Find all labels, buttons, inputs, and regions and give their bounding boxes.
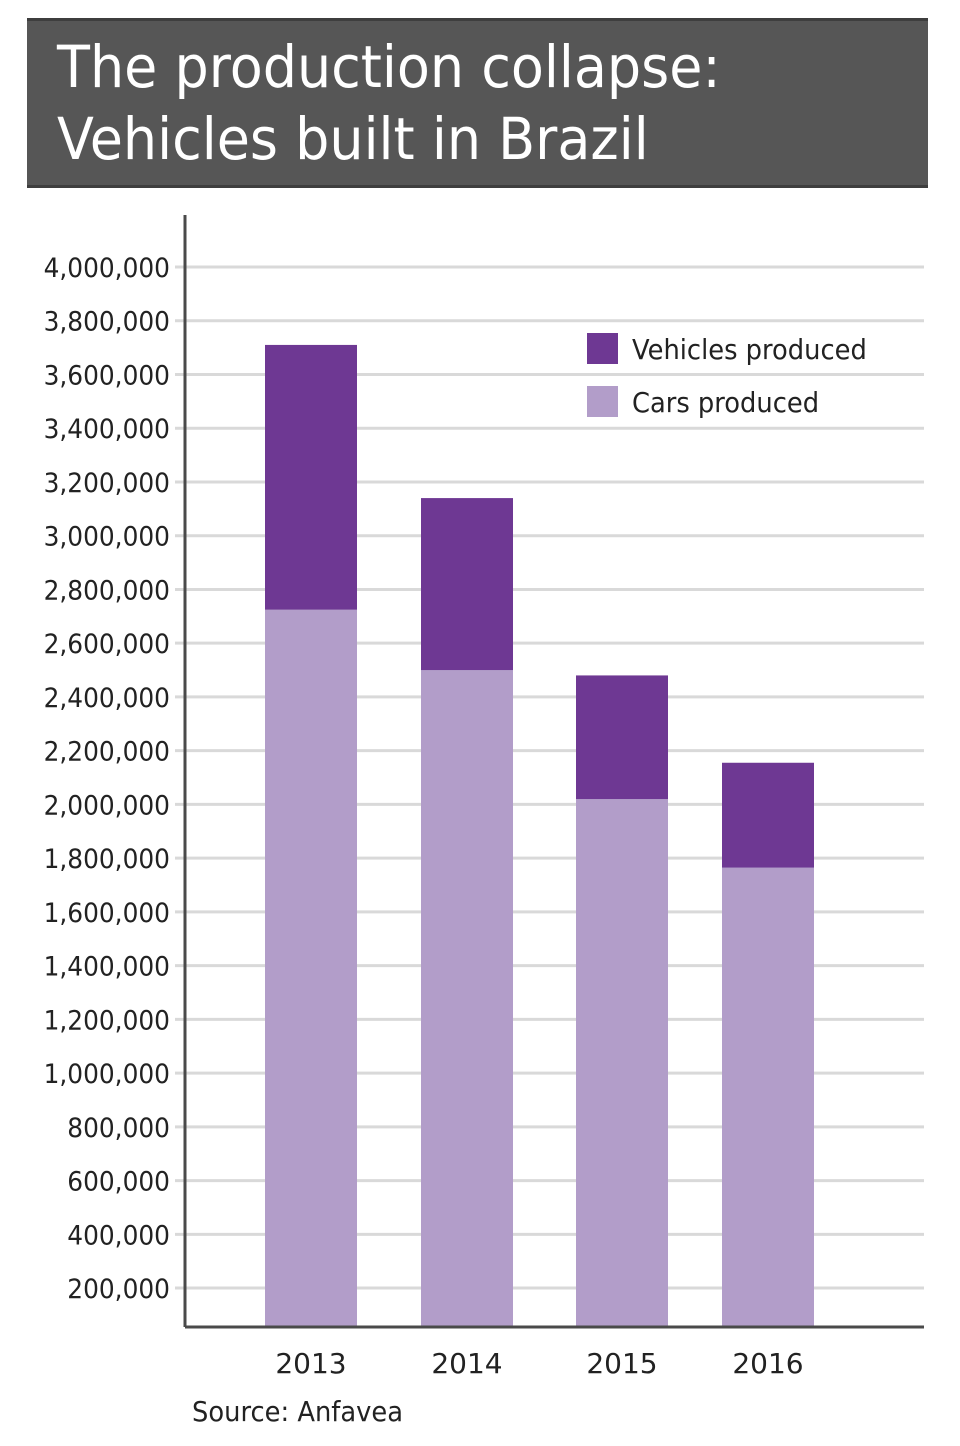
y-tick-label: 1,600,000 <box>44 898 170 929</box>
y-tick-label: 3,200,000 <box>44 468 170 499</box>
y-tick-label: 1,800,000 <box>44 844 170 875</box>
y-axis-tick-labels: 200,000 400,000 600,000 800,000 1,000,000 1,2… <box>44 253 170 1305</box>
y-tick-label: 2,600,000 <box>44 629 170 660</box>
legend: Vehicles produced Cars produced <box>587 333 867 419</box>
bar-cars-produced-2013 <box>265 609 357 1327</box>
chart-title-line-2: Vehicles built in Brazil <box>57 105 649 173</box>
y-tick-label: 200,000 <box>67 1274 170 1305</box>
y-tick-label: 400,000 <box>67 1220 170 1251</box>
bars <box>265 344 814 1328</box>
bar-cars-produced-2014 <box>421 670 513 1327</box>
y-tick-label: 3,600,000 <box>44 361 170 392</box>
x-tick-label: 2016 <box>732 1347 803 1380</box>
y-tick-label: 2,400,000 <box>44 683 170 714</box>
x-axis-tick-labels: 2013 2014 2015 2016 <box>275 1347 803 1380</box>
y-tick-label: 1,000,000 <box>44 1059 170 1090</box>
y-tick-label: 3,800,000 <box>44 307 170 338</box>
y-tick-label: 2,000,000 <box>44 790 170 821</box>
y-tick-label: 600,000 <box>67 1167 170 1198</box>
bar-cars-produced-2015 <box>576 799 668 1327</box>
chart-title-line-1: The production collapse: <box>57 33 721 101</box>
y-tick-label: 1,400,000 <box>44 952 170 983</box>
y-tick-label: 1,200,000 <box>44 1005 170 1036</box>
y-tick-label: 3,000,000 <box>44 522 170 553</box>
y-tick-label: 3,400,000 <box>44 414 170 445</box>
x-tick-label: 2015 <box>586 1347 657 1380</box>
bar-cars-produced-2016 <box>722 867 814 1327</box>
y-tick-label: 2,200,000 <box>44 737 170 768</box>
legend-label: Cars produced <box>632 387 819 419</box>
x-tick-label: 2013 <box>275 1347 346 1380</box>
y-tick-label: 4,000,000 <box>44 253 170 284</box>
source-note: Source: Anfavea <box>192 1395 404 1428</box>
x-tick-label: 2014 <box>431 1347 502 1380</box>
y-tick-label: 2,800,000 <box>44 576 170 607</box>
legend-swatch <box>587 386 618 417</box>
y-tick-label: 800,000 <box>67 1113 170 1144</box>
legend-swatch <box>587 333 618 364</box>
legend-label: Vehicles produced <box>632 334 867 366</box>
title-banner: The production collapse: Vehicles built … <box>27 18 928 188</box>
